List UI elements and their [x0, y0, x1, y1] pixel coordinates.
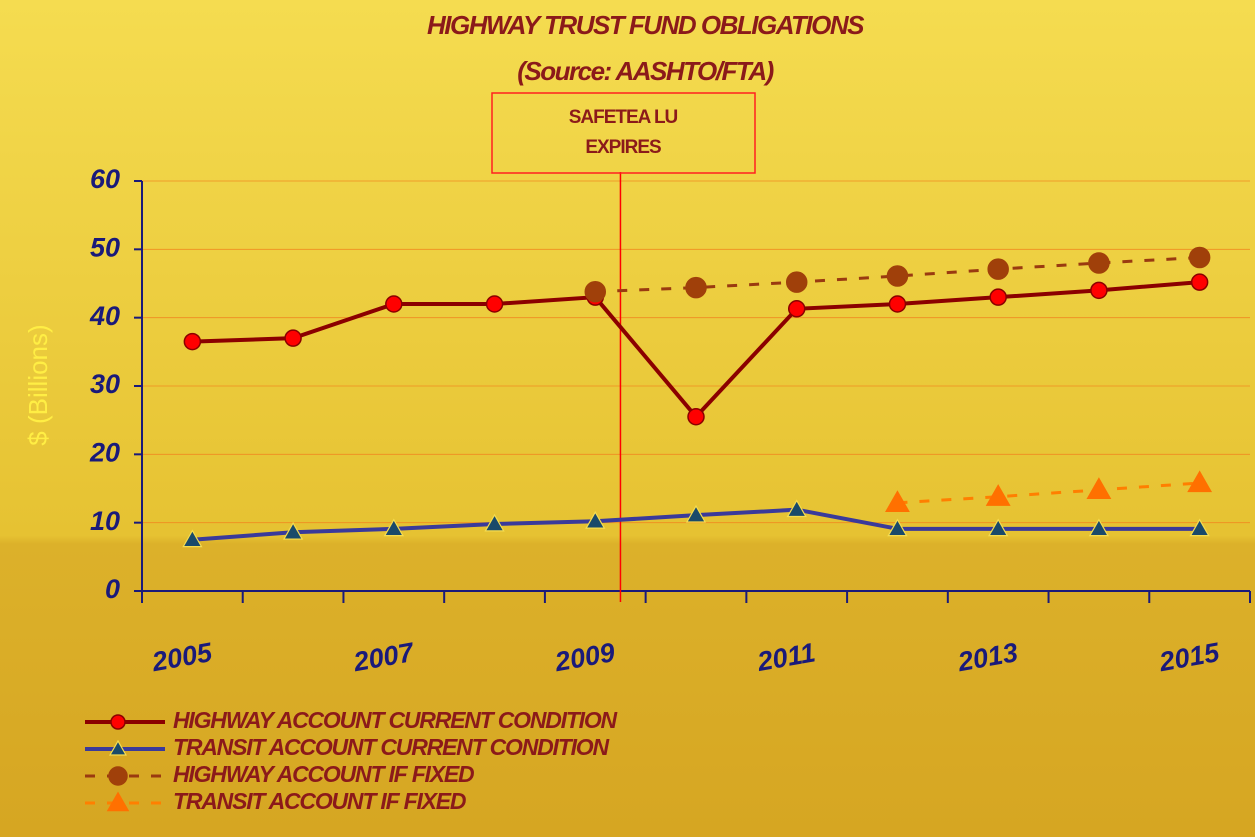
marker — [383, 518, 404, 537]
marker — [989, 288, 1007, 306]
marker — [1189, 518, 1210, 537]
marker — [685, 276, 707, 299]
legend-label: TRANSIT ACCOUNT CURRENT CONDITION — [173, 734, 609, 760]
legend-marker — [106, 791, 130, 812]
marker — [1190, 273, 1209, 291]
marker — [584, 280, 607, 303]
marker — [787, 300, 806, 318]
marker — [985, 484, 1011, 506]
legend-marker — [108, 766, 128, 786]
legend-marker — [110, 714, 126, 730]
marker — [785, 271, 808, 293]
legend-label: HIGHWAY ACCOUNT IF FIXED — [173, 761, 474, 787]
marker — [885, 490, 910, 512]
marker — [284, 329, 302, 347]
chart-title: HIGHWAY TRUST FUND OBLIGATIONS — [427, 10, 865, 40]
legend-marker — [108, 739, 128, 756]
marker — [886, 265, 909, 287]
y-tick-label: 20 — [89, 437, 120, 467]
marker — [282, 521, 304, 540]
marker — [385, 295, 403, 313]
marker — [183, 332, 202, 351]
marker — [585, 510, 606, 529]
annotation-box — [491, 92, 756, 174]
marker — [987, 258, 1009, 280]
marker — [888, 295, 907, 313]
y-tick-label: 30 — [90, 369, 120, 399]
marker — [1090, 281, 1108, 300]
y-tick-label: 10 — [90, 506, 120, 536]
marker — [988, 518, 1009, 537]
marker — [484, 513, 505, 532]
chart-subtitle: (Source: AASHTO/FTA) — [517, 56, 773, 86]
legend-label: TRANSIT ACCOUNT IF FIXED — [173, 788, 466, 814]
marker — [786, 499, 807, 518]
y-tick-label: 0 — [105, 574, 120, 604]
marker — [1086, 477, 1112, 500]
series-line — [897, 481, 1200, 505]
y-tick-label: 40 — [89, 301, 120, 331]
marker — [1188, 246, 1211, 269]
marker — [485, 295, 504, 313]
marker — [685, 504, 707, 523]
marker — [887, 518, 908, 537]
marker — [687, 408, 705, 426]
legend-label: HIGHWAY ACCOUNT CURRENT CONDITION — [173, 707, 618, 733]
y-axis-label: $ (Billions) — [23, 324, 53, 445]
marker — [1088, 518, 1110, 537]
annotation: SAFETEA LU EXPIRES — [569, 107, 678, 158]
y-tick-label: 50 — [90, 232, 120, 262]
marker — [1187, 470, 1213, 493]
marker — [182, 529, 203, 548]
y-tick-label: 60 — [90, 164, 120, 194]
marker — [1088, 252, 1110, 274]
